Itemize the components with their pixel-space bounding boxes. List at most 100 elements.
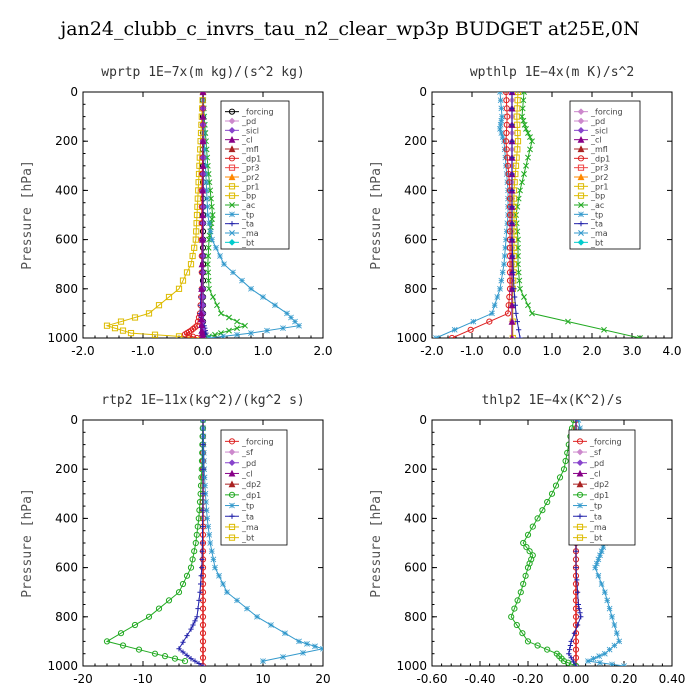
y-tick-label: 0	[70, 413, 78, 427]
data-point_dp1	[526, 560, 533, 567]
data-point_dp1	[560, 657, 568, 665]
data-point_ac	[204, 261, 211, 268]
data-point_tp	[244, 605, 250, 612]
legend-marker	[229, 502, 235, 509]
data-point_tp	[207, 228, 214, 235]
data-point_ta	[575, 589, 581, 595]
data-point_dp1	[486, 318, 493, 325]
legend-entry: _cl	[590, 136, 602, 145]
legend-marker	[576, 448, 584, 456]
data-point_tp	[203, 507, 210, 514]
data-point_ac	[527, 134, 533, 141]
data-point_dp1	[544, 498, 551, 506]
data-point_tp	[497, 126, 503, 132]
legend-entry: _sicl	[590, 126, 608, 135]
legend-entry: _cl	[241, 469, 253, 478]
data-point_tp	[489, 310, 495, 317]
legend-marker	[577, 108, 585, 115]
legend-entry: _forcing	[241, 108, 274, 117]
legend-entry: _pr1	[241, 182, 259, 191]
data-point_tp	[210, 556, 217, 563]
data-point_bp	[514, 129, 521, 137]
data-point_ac	[205, 269, 212, 276]
legend-entry: _ma	[590, 229, 608, 238]
data-point_ta	[180, 649, 186, 655]
legend-entry: _pd	[241, 117, 256, 126]
data-point_bp	[145, 310, 153, 317]
y-tick-label: 1000	[47, 659, 78, 673]
data-point_dp1	[117, 630, 125, 637]
legend-marker	[228, 438, 236, 445]
x-tick-label: -20	[73, 672, 93, 686]
data-point_dp1	[103, 638, 111, 645]
data-point_ac	[205, 277, 212, 284]
data-point_ta	[509, 220, 515, 226]
data-point_bp	[187, 261, 195, 268]
series-line_ta	[178, 420, 204, 666]
data-point_tp	[505, 195, 511, 202]
data-point_tp	[606, 646, 613, 653]
data-point_tp	[606, 605, 613, 612]
data-point_ta	[200, 442, 206, 448]
data-point_ta	[190, 622, 196, 628]
data-point_bp	[513, 113, 520, 120]
data-point_ta	[192, 618, 198, 624]
data-point_ta	[199, 540, 205, 546]
legend-entry: _dp2	[241, 480, 261, 489]
data-point_ac	[226, 314, 232, 321]
data-point_sicl	[199, 269, 207, 276]
y-axis-label: Pressure [hPa]	[369, 160, 384, 270]
data-point_tp	[499, 269, 506, 276]
data-point_ac	[601, 326, 607, 333]
data-point_cl	[199, 137, 207, 145]
data-point_tp	[498, 130, 505, 136]
data-point_tp	[260, 294, 266, 300]
legend-entry: _pr3	[590, 164, 608, 173]
data-point_cl	[199, 92, 207, 96]
data-point_ta	[200, 524, 206, 530]
x-tick-label: -2.0	[420, 344, 443, 358]
data-point_ac	[527, 146, 533, 153]
y-tick-label: 1000	[396, 331, 427, 345]
data-point_tp	[503, 171, 510, 177]
y-tick-label: 200	[404, 134, 427, 148]
data-point_cl	[510, 334, 514, 338]
legend-marker	[228, 239, 236, 246]
y-tick-label: 200	[404, 462, 427, 476]
data-point_dp1	[539, 507, 546, 514]
data-point_dp1	[514, 597, 521, 604]
data-point_dp1	[503, 129, 510, 137]
data-point_dp1	[504, 162, 512, 169]
data-point_ta	[188, 656, 194, 662]
data-point_tp	[501, 138, 507, 145]
data-point_bp	[175, 285, 183, 292]
legend-marker	[577, 135, 585, 143]
data-point_ta	[509, 171, 515, 177]
data-point_dp1	[520, 539, 527, 547]
data-point_dp1	[119, 642, 127, 649]
data-point_ta	[198, 573, 204, 579]
legend-entry: _pd	[241, 459, 256, 468]
legend-marker	[578, 211, 584, 218]
data-point_ta	[196, 597, 202, 603]
data-point_dp1	[506, 277, 514, 284]
data-point_bp	[117, 318, 125, 325]
data-point_ta	[195, 606, 201, 612]
data-point_bp	[197, 129, 205, 137]
y-tick-label: 800	[55, 282, 78, 296]
data-point_ac	[206, 285, 212, 292]
data-point_forcing	[199, 630, 207, 637]
data-point_dp1	[548, 490, 556, 497]
data-point_cl	[199, 162, 207, 169]
data-point_dp1	[519, 630, 526, 637]
data-point_ac	[519, 113, 525, 120]
data-point_tp	[204, 203, 211, 210]
data-point_tp	[208, 548, 215, 555]
data-point_ta	[509, 237, 515, 243]
series-line_dp1	[451, 92, 511, 338]
y-tick-label: 200	[55, 462, 78, 476]
data-point_dp1	[570, 420, 577, 424]
data-point_ta	[566, 651, 572, 657]
legend-marker	[228, 469, 236, 477]
data-point_tp	[616, 638, 623, 645]
